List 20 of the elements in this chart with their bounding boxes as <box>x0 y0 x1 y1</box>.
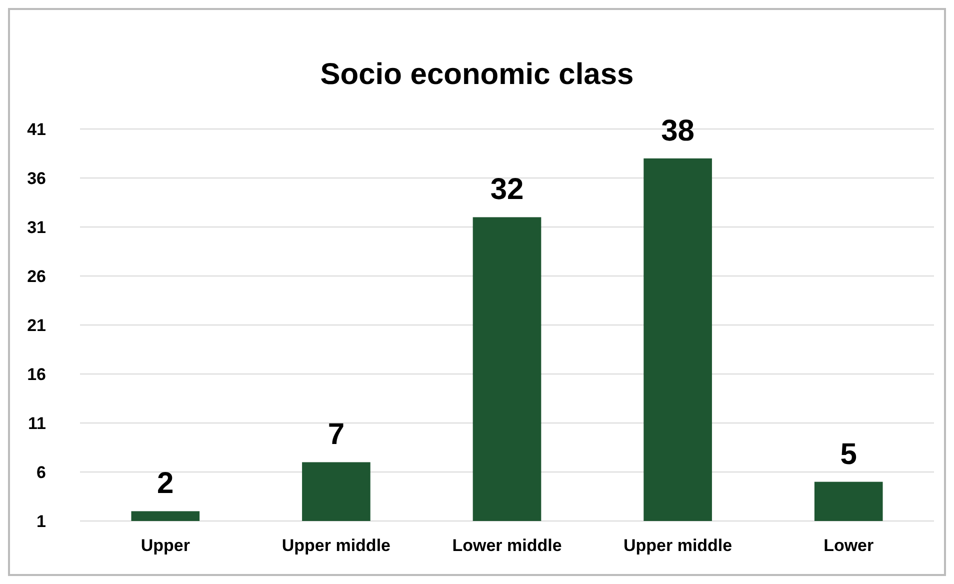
chart-title: Socio economic class <box>320 58 634 91</box>
y-tick-label: 6 <box>36 463 46 482</box>
data-label: 2 <box>157 467 174 500</box>
y-tick-label: 16 <box>27 365 46 384</box>
y-tick-label: 26 <box>27 267 46 286</box>
x-tick-label: Upper middle <box>623 536 732 555</box>
y-tick-label: 31 <box>27 218 46 237</box>
data-label: 5 <box>840 438 857 471</box>
y-tick-label: 21 <box>27 316 46 335</box>
y-tick-label: 41 <box>27 120 46 139</box>
x-tick-label: Lower middle <box>452 536 562 555</box>
y-tick-label: 11 <box>28 414 46 433</box>
y-tick-label: 1 <box>36 512 46 531</box>
x-tick-label: Upper <box>140 536 190 555</box>
data-label: 7 <box>328 418 345 452</box>
data-label: 32 <box>490 173 524 206</box>
x-tick-label: Lower <box>824 536 874 555</box>
y-tick-label: 36 <box>27 169 46 188</box>
x-tick-label: Upper middle <box>282 536 391 555</box>
data-label: 38 <box>661 114 694 148</box>
